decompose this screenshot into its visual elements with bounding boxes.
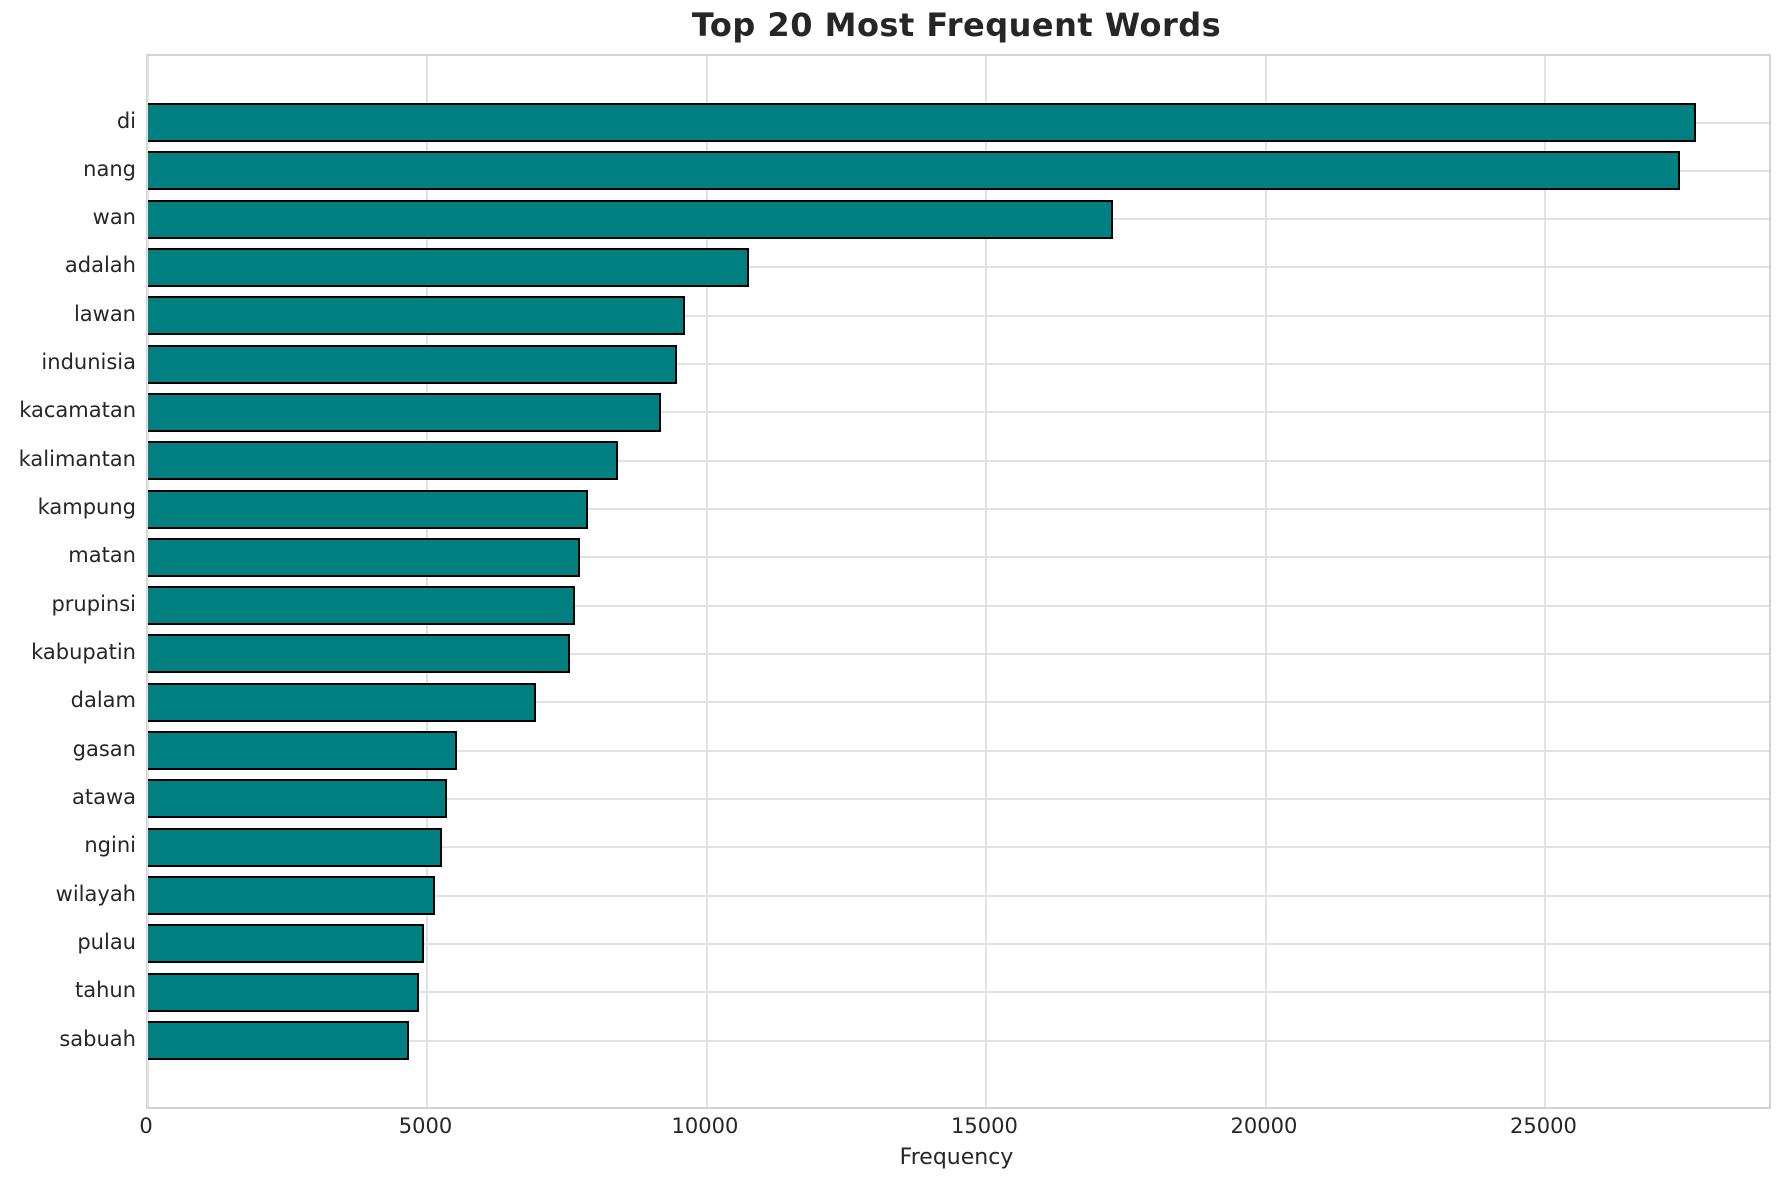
y-tick-label: ngini [84, 833, 136, 858]
h-gridline [148, 604, 1769, 607]
chart-title: Top 20 Most Frequent Words [691, 6, 1222, 44]
h-gridline [148, 652, 1769, 655]
y-tick-label: kabupatin [31, 639, 136, 664]
h-gridline [148, 459, 1769, 462]
bar [148, 586, 575, 626]
y-tick-label: lawan [73, 301, 136, 326]
h-gridline [148, 894, 1769, 897]
y-tick-label: indunisia [41, 350, 136, 375]
h-gridline [148, 942, 1769, 945]
bar [148, 779, 448, 819]
bar [148, 441, 619, 481]
v-gridline [426, 56, 429, 1107]
bar [148, 876, 435, 916]
y-tick-label: adalah [64, 253, 136, 278]
bar [148, 344, 677, 384]
bar [148, 682, 536, 722]
h-gridline [148, 363, 1769, 366]
bar [148, 103, 1696, 142]
y-tick-label: nang [83, 156, 136, 181]
x-tick-label: 20000 [1230, 1114, 1298, 1138]
y-tick-label: pulau [77, 929, 136, 954]
y-tick-label: atawa [71, 784, 136, 809]
bar [148, 247, 749, 287]
v-gridline [705, 56, 708, 1107]
bar [148, 489, 588, 529]
v-gridline [1544, 56, 1547, 1107]
y-tick-label: tahun [74, 978, 136, 1003]
bar [148, 1021, 409, 1060]
h-gridline [148, 797, 1769, 800]
x-tick-label: 0 [139, 1114, 153, 1138]
bar [148, 972, 419, 1012]
x-tick-label: 15000 [951, 1114, 1018, 1138]
y-tick-label: kalimantan [18, 446, 136, 471]
y-tick-label: prupinsi [51, 591, 136, 616]
h-gridline [148, 991, 1769, 994]
v-gridline [985, 56, 988, 1107]
h-gridline [148, 411, 1769, 414]
bar [148, 924, 424, 964]
y-tick-label: di [116, 108, 136, 133]
y-tick-label: sabuah [59, 1026, 136, 1051]
y-tick-label: kacamatan [19, 398, 136, 423]
h-gridline [148, 701, 1769, 704]
bar [148, 634, 571, 674]
x-tick-label: 5000 [398, 1114, 453, 1138]
plot-area [146, 54, 1771, 1109]
y-tick-label: dalam [70, 688, 136, 713]
y-tick-label: gasan [72, 736, 136, 761]
h-gridline [148, 508, 1769, 511]
x-tick-label: 10000 [671, 1114, 739, 1138]
bar [148, 151, 1681, 191]
y-tick-label: wilayah [55, 881, 136, 906]
h-gridline [148, 556, 1769, 559]
y-tick-label: kampung [37, 495, 136, 520]
bar [148, 199, 1114, 239]
h-gridline [148, 314, 1769, 317]
bar [148, 296, 685, 336]
h-gridline [148, 266, 1769, 269]
v-gridline [1264, 56, 1267, 1107]
h-gridline [148, 846, 1769, 849]
h-gridline [148, 749, 1769, 752]
bar [148, 392, 661, 432]
v-gridline [147, 56, 149, 1107]
y-tick-label: matan [68, 543, 136, 568]
x-axis-title: Frequency [899, 1145, 1014, 1170]
bar [148, 827, 442, 867]
bar [148, 731, 457, 771]
y-tick-label: wan [92, 205, 136, 230]
x-tick-label: 25000 [1510, 1114, 1577, 1138]
bar [148, 537, 581, 577]
h-gridline [148, 1039, 1769, 1042]
